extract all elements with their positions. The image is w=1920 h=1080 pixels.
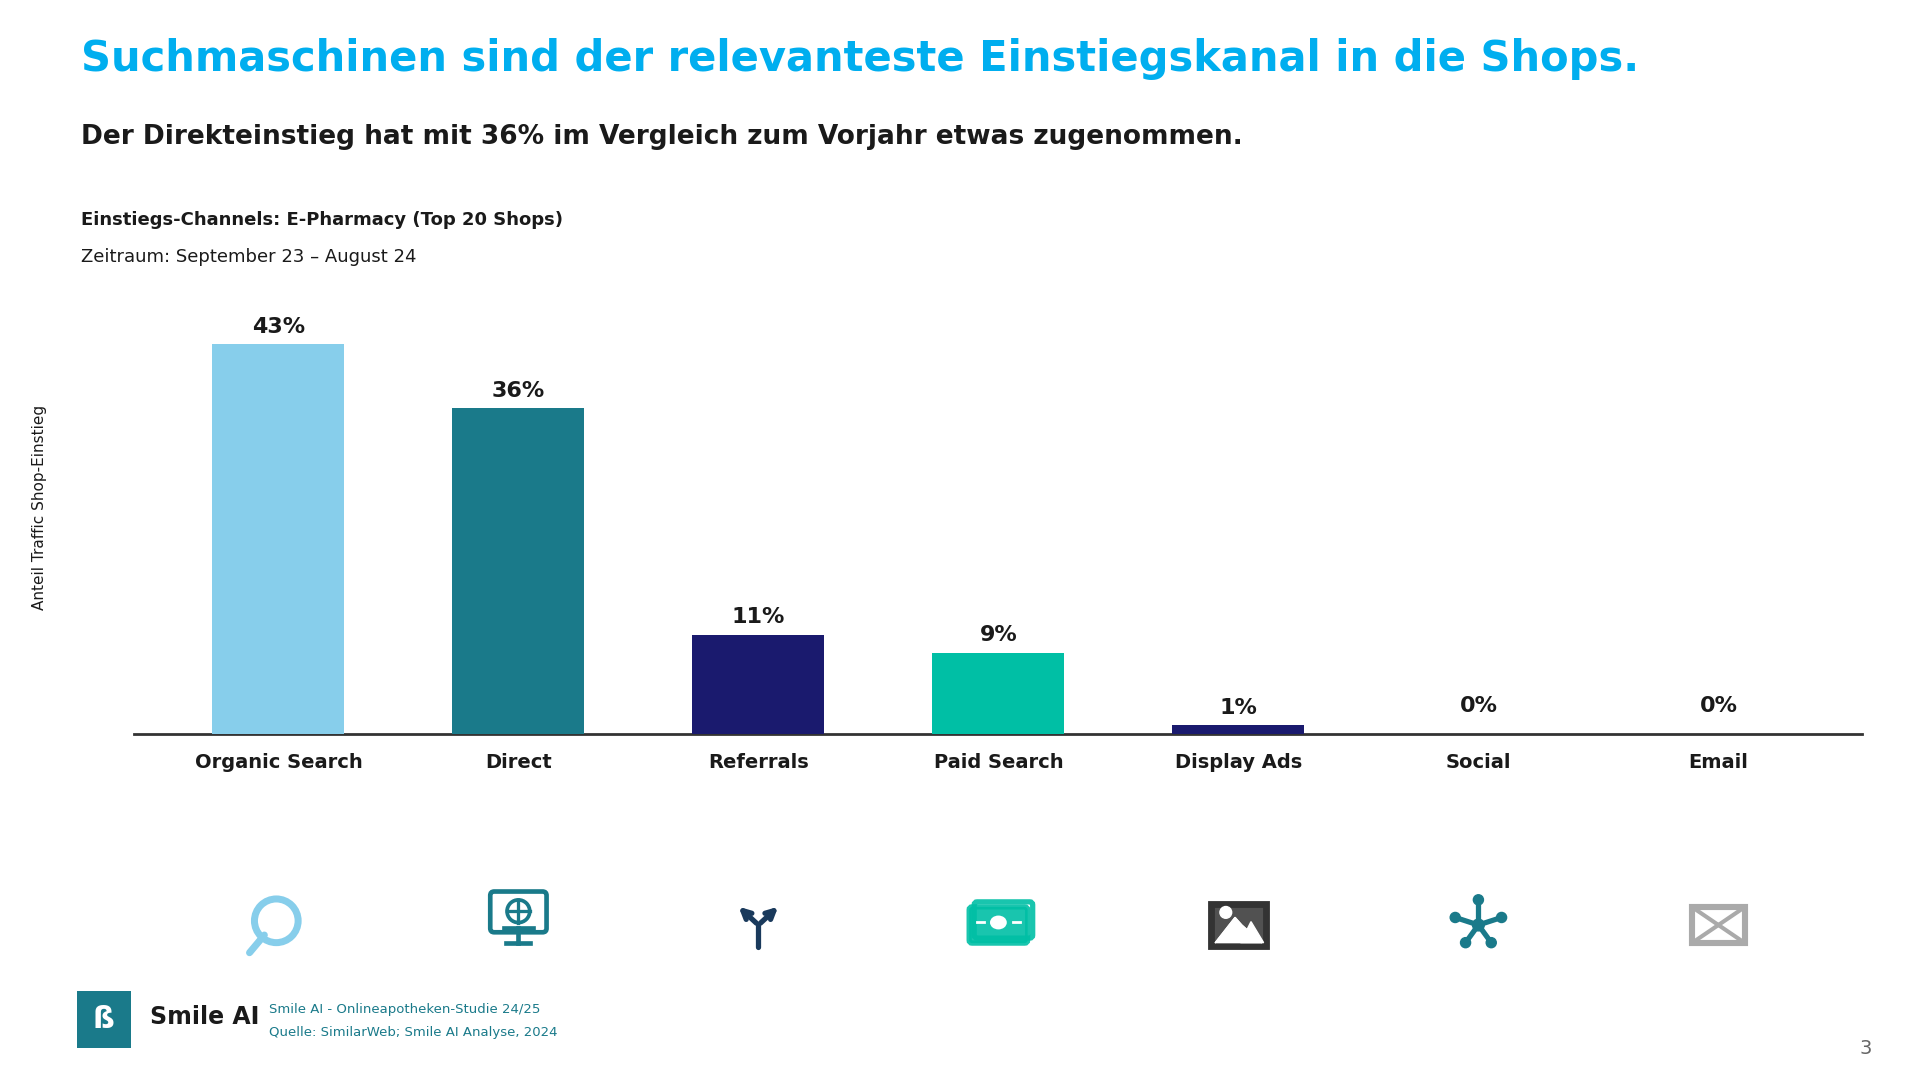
Ellipse shape — [991, 917, 1006, 929]
Text: 1%: 1% — [1219, 698, 1258, 718]
Polygon shape — [1215, 917, 1261, 943]
Polygon shape — [1240, 921, 1263, 943]
Bar — [453, 408, 584, 734]
Text: Einstiegs-Channels: E-Pharmacy (Top 20 Shops): Einstiegs-Channels: E-Pharmacy (Top 20 S… — [81, 211, 563, 229]
Bar — [1173, 726, 1304, 734]
Text: 36%: 36% — [492, 380, 545, 401]
Text: ß: ß — [92, 1005, 115, 1034]
Bar — [213, 345, 344, 734]
Text: Anteil Traffic Shop-Einstieg: Anteil Traffic Shop-Einstieg — [33, 405, 46, 610]
Text: 3: 3 — [1860, 1039, 1872, 1058]
Circle shape — [1461, 937, 1471, 948]
Circle shape — [1473, 919, 1484, 931]
Bar — [693, 635, 824, 734]
FancyBboxPatch shape — [1212, 904, 1265, 946]
Text: 0%: 0% — [1459, 697, 1498, 716]
Text: Smile AI: Smile AI — [150, 1005, 259, 1029]
Bar — [933, 652, 1064, 734]
Circle shape — [1450, 913, 1461, 922]
Circle shape — [1473, 894, 1484, 905]
Text: 11%: 11% — [732, 607, 785, 627]
Text: Zeitraum: September 23 – August 24: Zeitraum: September 23 – August 24 — [81, 248, 417, 267]
Text: 9%: 9% — [979, 625, 1018, 646]
Circle shape — [1486, 937, 1496, 948]
Text: Suchmaschinen sind der relevanteste Einstiegskanal in die Shops.: Suchmaschinen sind der relevanteste Eins… — [81, 38, 1640, 80]
Circle shape — [1219, 906, 1233, 918]
FancyBboxPatch shape — [970, 907, 1027, 943]
Text: 0%: 0% — [1699, 697, 1738, 716]
Text: Quelle: SimilarWeb; Smile AI Analyse, 2024: Quelle: SimilarWeb; Smile AI Analyse, 20… — [269, 1026, 557, 1039]
Text: 43%: 43% — [252, 318, 305, 337]
Circle shape — [1496, 913, 1507, 922]
Text: Der Direkteinstieg hat mit 36% im Vergleich zum Vorjahr etwas zugenommen.: Der Direkteinstieg hat mit 36% im Vergle… — [81, 124, 1242, 150]
Text: Smile AI - Onlineapotheken-Studie 24/25: Smile AI - Onlineapotheken-Studie 24/25 — [269, 1003, 540, 1016]
